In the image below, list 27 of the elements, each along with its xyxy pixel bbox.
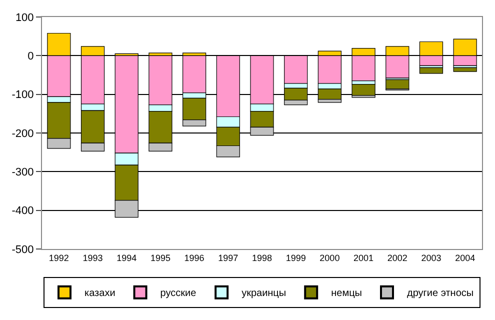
- y-tick-label: -300: [12, 166, 34, 179]
- x-tick-label: 2004: [455, 252, 476, 263]
- x-tick-label: 2000: [320, 252, 340, 263]
- x-tick-label: 1996: [184, 252, 204, 263]
- y-tick-label: 0: [28, 50, 34, 63]
- legend-label: немцы: [331, 288, 362, 300]
- x-tick-label: 1994: [116, 252, 137, 263]
- legend-label: казахи: [84, 288, 116, 300]
- legend-label: украинцы: [242, 288, 286, 300]
- legend-label: русские: [160, 288, 197, 300]
- x-tick-label: 1999: [286, 252, 306, 263]
- x-tick-label: 2001: [354, 252, 374, 263]
- x-tick-label: 1992: [48, 252, 69, 263]
- bar: [453, 67, 477, 72]
- x-tick-label: 1993: [82, 252, 103, 263]
- bar: [419, 67, 444, 74]
- y-tick-label: -100: [12, 89, 34, 102]
- x-tick-label: 1998: [252, 252, 272, 263]
- y-tick-label: -400: [12, 205, 34, 218]
- x-tick-label: 1995: [150, 252, 170, 263]
- y-tick-label: -200: [12, 128, 34, 140]
- y-tick-label: -500: [12, 244, 34, 256]
- x-tick-label: 2003: [421, 252, 442, 263]
- x-tick-label: 2002: [387, 252, 408, 263]
- legend-label: другие этносы: [406, 288, 474, 300]
- y-tick-label: 100: [15, 12, 34, 24]
- x-tick-label: 1997: [218, 252, 238, 263]
